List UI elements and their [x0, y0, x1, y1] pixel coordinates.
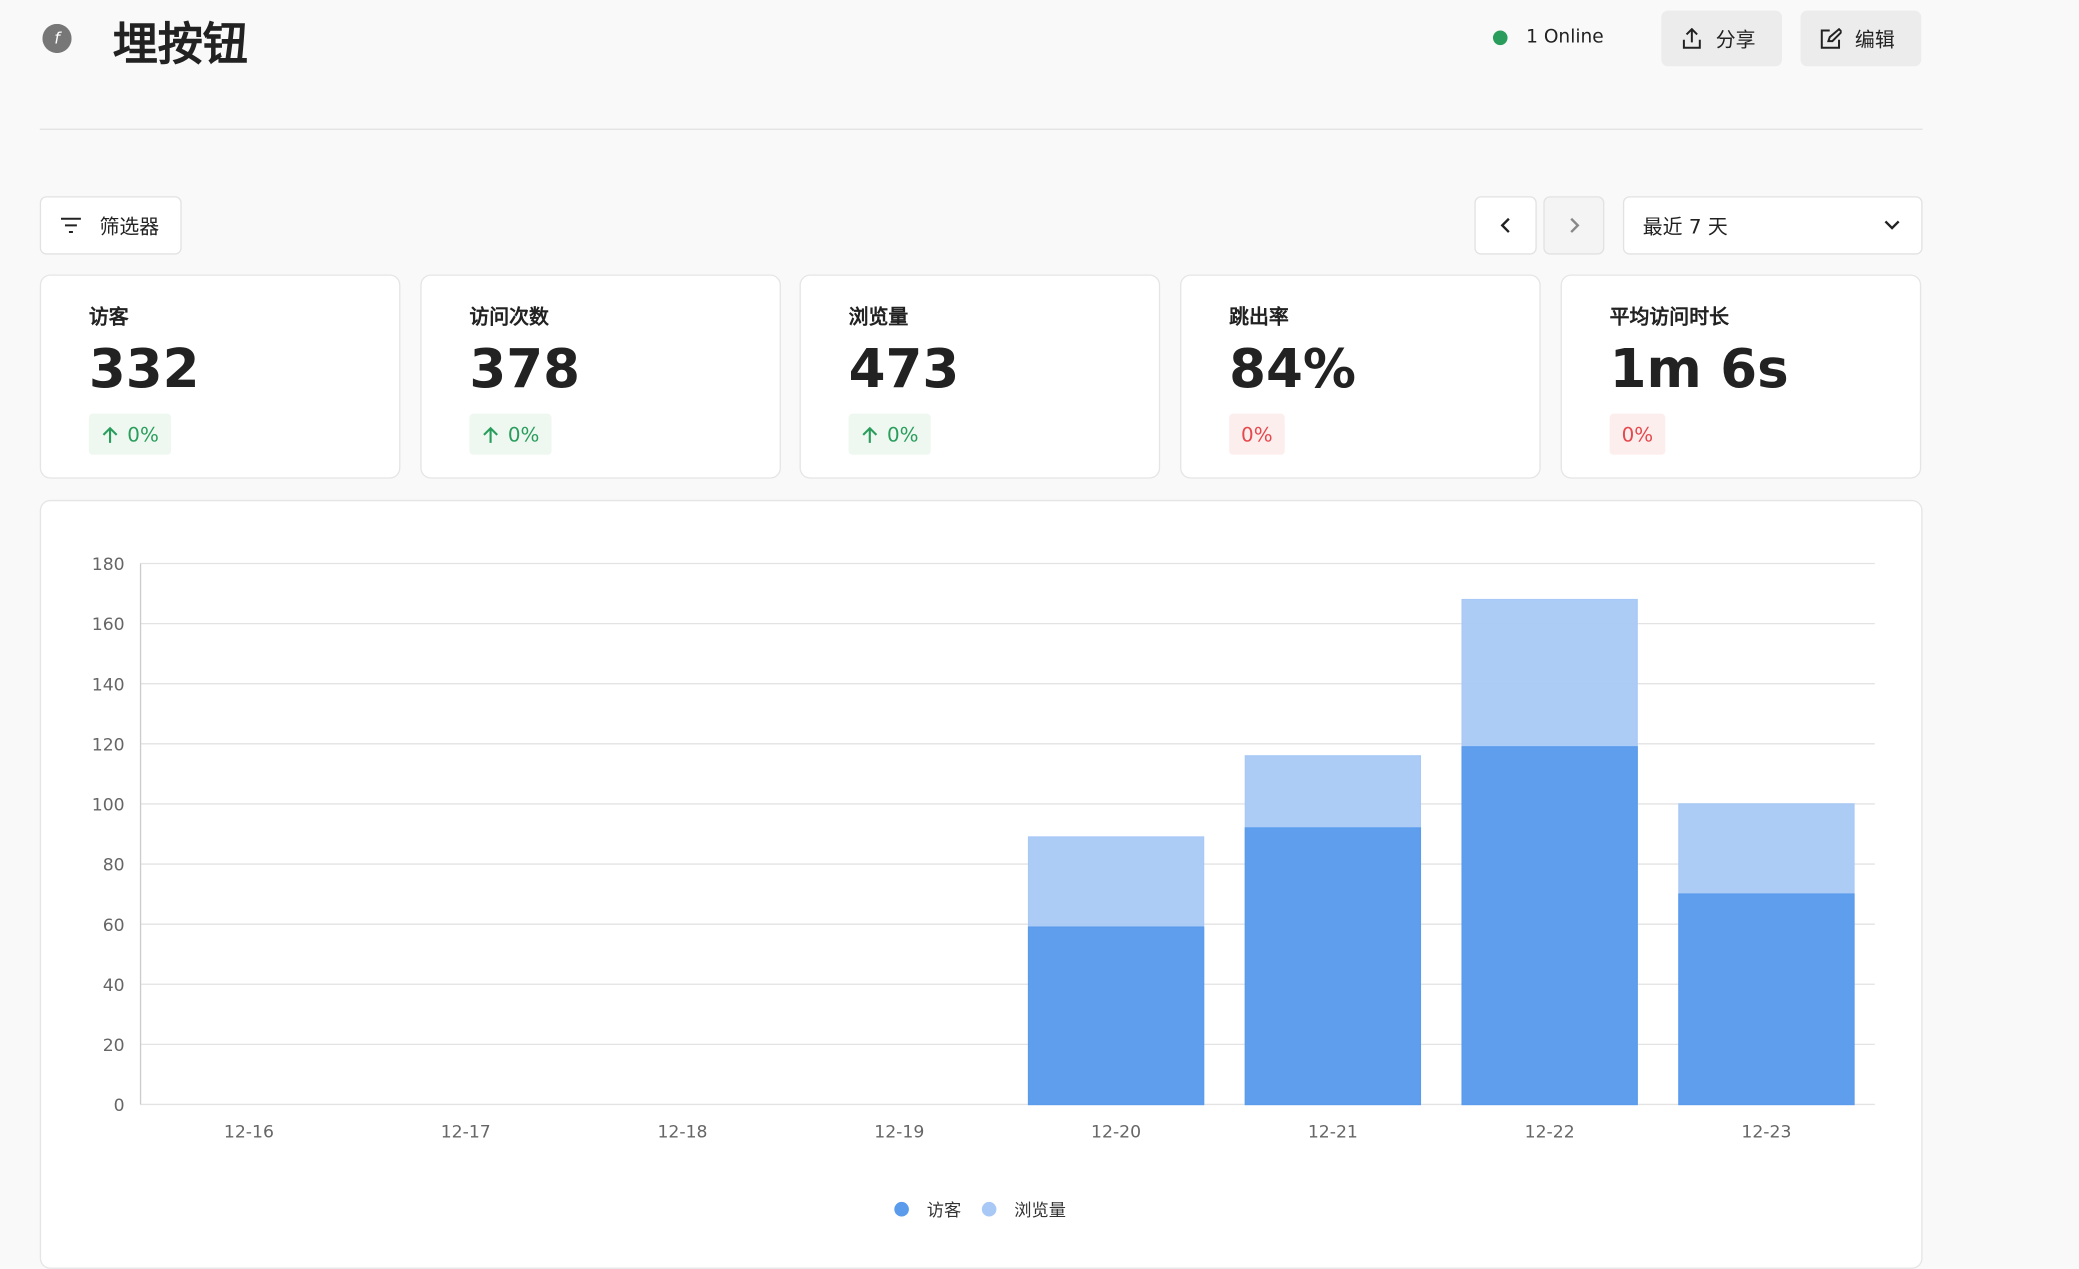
edit-button[interactable]: 编辑	[1800, 10, 1922, 67]
legend-swatch	[894, 1201, 909, 1217]
x-tick-label: 12-18	[657, 1123, 707, 1143]
online-dot	[1492, 30, 1508, 46]
up-arrow	[483, 426, 498, 443]
chart-card: 0 20 40 60 80 100 120 140 160 180 12-16 12-17 12-18 1…	[39, 499, 1923, 1269]
x-tick-label: 12-21	[1308, 1123, 1358, 1143]
chart: 0 20 40 60 80 100 120 140 160 180 12-16 12-17 12-18 1…	[92, 555, 1875, 1221]
range-label: 最近 7 天	[1642, 214, 1728, 238]
metric-card: 访客 332 0%	[39, 274, 401, 479]
legend-label: 访客	[927, 1201, 961, 1221]
chevron	[1884, 220, 1900, 230]
metric-value: 1m 6s	[1609, 339, 1789, 401]
x-tick-label: 12-20	[1091, 1123, 1141, 1143]
prev-icon	[1499, 217, 1510, 233]
page: f 埋按钮 1 Online 分享 编辑 筛选器 最近 7 天 访客 332 0% 访…	[39, 10, 1923, 1269]
metric-value: 473	[848, 339, 960, 401]
page-title: 埋按钮	[112, 18, 248, 72]
filter-button[interactable]: 筛选器	[39, 196, 182, 255]
metric-card: 跳出率 84% 0%	[1180, 274, 1541, 479]
x-tick-label: 12-17	[441, 1123, 491, 1143]
change-text: 0%	[127, 422, 159, 447]
y-tick-label: 60	[103, 916, 125, 936]
metric-card: 浏览量 473 0%	[799, 274, 1161, 479]
arrow-path	[862, 426, 878, 443]
metric-card: 平均访问时长 1m 6s 0%	[1560, 274, 1922, 479]
edit-icon	[1820, 27, 1842, 49]
metric-change: 0%	[469, 413, 552, 455]
bar	[1244, 827, 1422, 1106]
legend-swatch	[981, 1201, 997, 1217]
arrow-path	[483, 426, 498, 443]
metric-card: 访问次数 378 0%	[420, 274, 781, 479]
metric-value: 378	[469, 339, 581, 401]
y-tick-label: 0	[114, 1096, 125, 1116]
metric-label: 访客	[88, 304, 129, 329]
y-tick-label: 100	[92, 796, 125, 816]
metric-change: 0%	[848, 413, 931, 455]
change-text: 0%	[1241, 422, 1273, 447]
metric-label: 浏览量	[848, 304, 909, 329]
y-tick-label: 80	[103, 856, 125, 876]
x-tick-label: 12-23	[1741, 1123, 1791, 1143]
online-count: 1 Online	[1526, 26, 1604, 48]
next-button[interactable]	[1543, 196, 1605, 255]
metric-label: 跳出率	[1229, 304, 1289, 329]
logo: f	[42, 23, 72, 54]
next-icon	[1570, 217, 1580, 233]
y-tick-label: 180	[92, 555, 125, 575]
dashboard: f 埋按钮 1 Online 分享 编辑 筛选器 最近 7 天 访客 332 0% 访…	[39, 10, 1923, 1269]
x-tick-label: 12-16	[224, 1123, 274, 1143]
legend-label: 浏览量	[1014, 1201, 1066, 1221]
x-tick-label: 12-19	[874, 1123, 924, 1143]
metric-value: 84%	[1229, 339, 1357, 401]
share-icon	[1682, 27, 1701, 49]
y-tick-label: 40	[103, 976, 125, 996]
change-text: 0%	[507, 422, 540, 447]
metric-change: 0%	[1609, 413, 1666, 455]
up-arrow	[102, 426, 118, 443]
y-tick-label: 160	[92, 615, 125, 635]
prev-button[interactable]	[1474, 196, 1537, 255]
svg-text:f: f	[54, 29, 62, 48]
x-tick-label: 12-22	[1525, 1123, 1575, 1143]
edit-label: 编辑	[1854, 27, 1895, 52]
metric-label: 平均访问时长	[1609, 304, 1729, 329]
filter-icon	[60, 217, 81, 234]
bar	[1678, 893, 1855, 1106]
metric-change: 0%	[1229, 413, 1285, 455]
range-select[interactable]: 最近 7 天	[1622, 196, 1923, 255]
up-arrow	[862, 426, 878, 443]
divider	[39, 128, 1923, 130]
y-tick-label: 120	[92, 735, 125, 755]
filter-label: 筛选器	[99, 214, 160, 238]
bar	[1461, 746, 1638, 1106]
metric-value: 332	[88, 339, 200, 401]
share-label: 分享	[1715, 27, 1756, 52]
y-tick-label: 20	[103, 1036, 125, 1056]
metric-label: 访问次数	[469, 304, 549, 329]
arrow-path	[102, 426, 118, 443]
share-button[interactable]: 分享	[1661, 10, 1783, 67]
bar	[1027, 926, 1205, 1106]
metric-change: 0%	[88, 413, 171, 455]
y-tick-label: 140	[92, 675, 125, 695]
change-text: 0%	[887, 422, 919, 447]
change-text: 0%	[1621, 422, 1654, 447]
